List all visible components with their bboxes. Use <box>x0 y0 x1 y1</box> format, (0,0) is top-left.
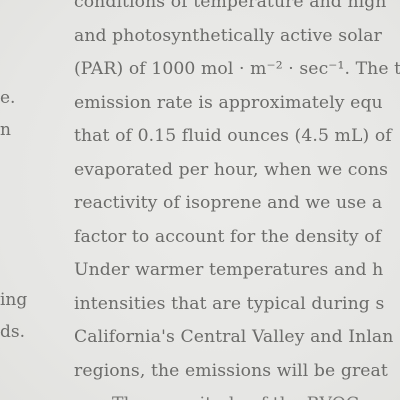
text-line: intensities that are typical during s <box>74 293 385 314</box>
text-line: Under warmer temperatures and h <box>74 260 384 280</box>
body-text-column: conditions of temperature and high and p… <box>74 0 400 400</box>
text-line: reactivity of isoprene and we use a <box>74 193 383 213</box>
text-line: regions, the emissions will be great <box>74 360 388 381</box>
text-line: factor to account for the density of <box>74 226 382 247</box>
text-line: evaporated per hour, when we cons <box>74 159 389 180</box>
text-line: The magnitude of the BVOC em <box>74 388 400 400</box>
text-line: that of 0.15 fluid ounces (4.5 mL) of <box>74 126 392 146</box>
left-column-fragment: ing <box>0 290 28 310</box>
text-line: emission rate is approximately equ <box>74 92 383 113</box>
text-line: California's Central Valley and Inlan <box>74 327 394 347</box>
text-line: conditions of temperature and high <box>74 0 387 12</box>
left-column-fragment: e. <box>0 88 16 108</box>
left-column-fragment: n <box>0 120 11 140</box>
left-column-fragment: ds. <box>0 322 26 342</box>
text-line: (PAR) of 1000 mol · m⁻² · sec⁻¹. The tr <box>74 59 400 79</box>
text-line: and photosynthetically active solar <box>74 25 382 46</box>
